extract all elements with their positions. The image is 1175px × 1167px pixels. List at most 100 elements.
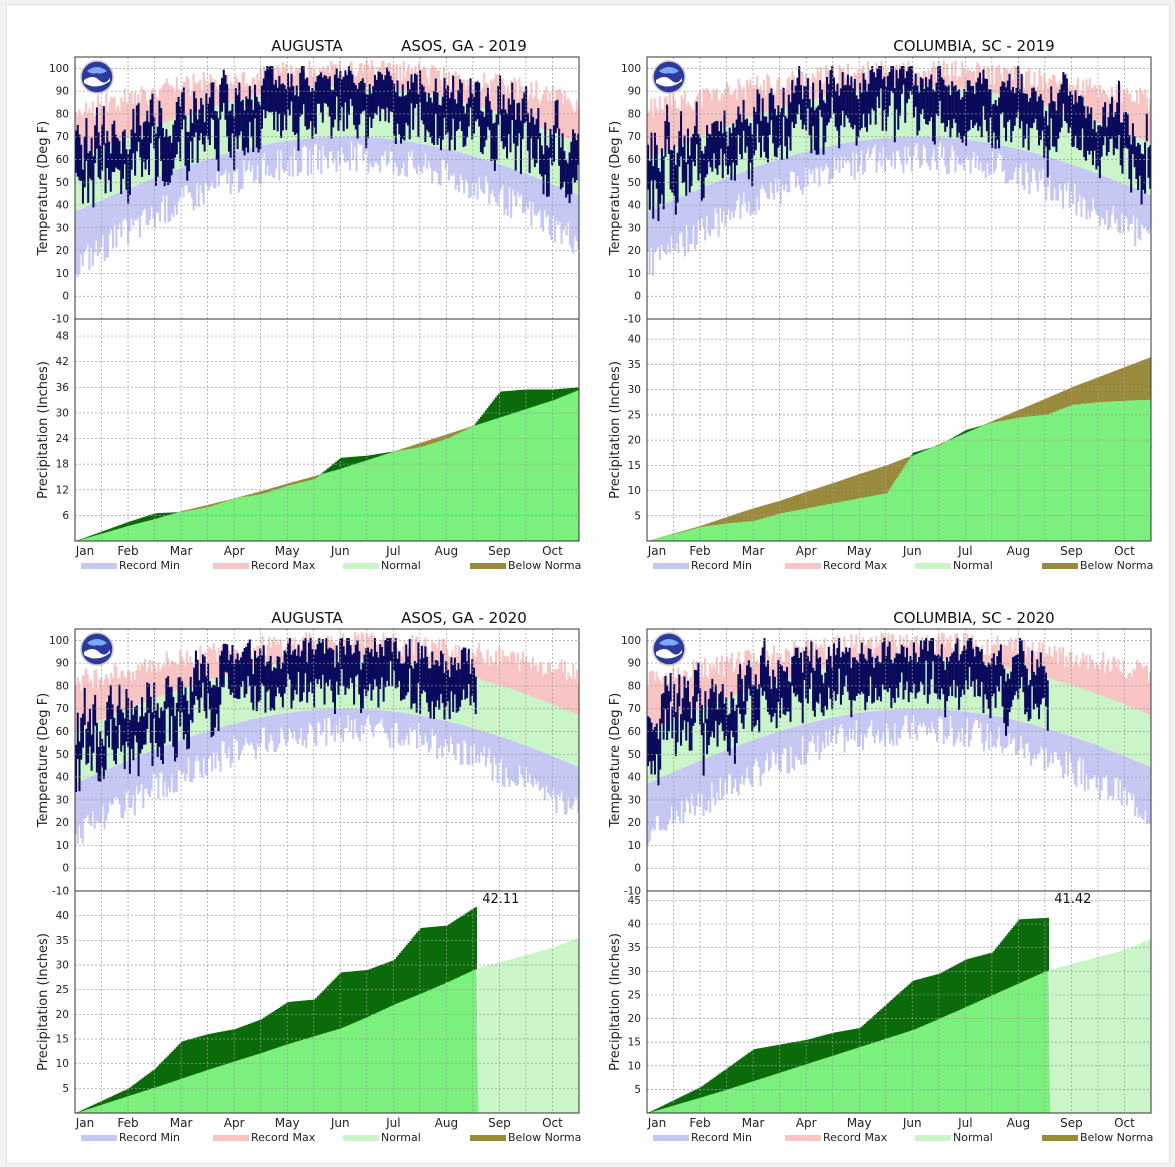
temp-tick-label: 80 (56, 108, 69, 120)
temp-tick-label: 10 (628, 268, 641, 280)
temp-axis-label: Temperature (Deg F) (36, 693, 51, 829)
month-tick-label: Aug (435, 1116, 458, 1130)
record-min-band (647, 708, 1152, 845)
temp-tick-label: 100 (49, 635, 69, 647)
month-tick-label: Apr (796, 1116, 817, 1130)
legend-below-normal-label: Below Norma (508, 1131, 581, 1144)
plot-frame (74, 628, 580, 1114)
month-tick-label: Aug (1007, 1116, 1030, 1130)
precip-tick-label: 30 (628, 966, 641, 978)
temp-tick-label: 90 (628, 658, 641, 670)
month-tick-label: Mar (742, 544, 765, 558)
chart-title: COLUMBIA, SC - 2020 (893, 609, 1054, 627)
future-normal-precip-area (478, 937, 579, 1113)
precip-tick-label: 15 (628, 460, 641, 472)
temp-tick-label: 50 (628, 177, 641, 189)
legend-record-min-label: Record Min (119, 559, 180, 572)
month-tick-label: Jul (385, 1116, 400, 1130)
precip-tick-label: 25 (628, 409, 641, 421)
temp-axis-label: Temperature (Deg F) (608, 693, 623, 829)
legend-below-normal-label: Below Norma (1080, 559, 1153, 572)
observed-temp-series (647, 638, 1049, 786)
normal-precip-area (647, 399, 1151, 541)
columbia-2020-chart: 1009080706050403020100-10510152025303540… (608, 609, 1153, 1144)
precip-tick-label: 24 (56, 433, 70, 445)
month-tick-label: Feb (689, 544, 710, 558)
precip-tick-label: 35 (56, 935, 69, 947)
legend-record-max-swatch (213, 1135, 249, 1141)
temp-tick-label: 60 (56, 726, 69, 738)
temp-tick-label: 80 (628, 680, 641, 692)
temp-tick-label: 20 (628, 817, 641, 829)
legend-normal-swatch (343, 563, 379, 569)
precip-tick-label: 35 (628, 942, 641, 954)
precip-tick-label: 18 (56, 459, 69, 471)
legend-normal-swatch (915, 1135, 951, 1141)
noaa-logo-icon (652, 632, 686, 666)
precip-tick-label: 12 (56, 484, 69, 496)
grid-lines (646, 629, 1151, 1113)
month-tick-label: May (275, 1116, 300, 1130)
month-tick-label: Sep (1060, 1116, 1083, 1130)
temp-tick-label: 70 (56, 131, 69, 143)
chart-grid: 100 90 80 70 60 50 40 30 20 10 0 -10 6 12 18 24 30 36 42 48… (6, 4, 1170, 1164)
legend-record-max-label: Record Max (823, 559, 888, 572)
above-normal-precip-area (75, 387, 580, 541)
temp-tick-label: 100 (49, 63, 69, 75)
month-tick-label: Mar (170, 544, 193, 558)
temp-tick-label: 0 (62, 863, 69, 875)
month-tick-label: Jul (957, 1116, 972, 1130)
precip-tick-label: 25 (56, 984, 69, 996)
precip-tick-label: 6 (62, 510, 69, 522)
normal-precip-area (75, 389, 579, 541)
temp-tick-label: 10 (56, 268, 69, 280)
noaa-logo-icon (80, 632, 114, 666)
month-tick-label: Oct (542, 544, 563, 558)
chart-title: COLUMBIA, SC - 2019 (893, 37, 1054, 55)
precip-tick-label: 5 (62, 1083, 69, 1095)
precip-axis-label: Precipitation (Inches) (608, 933, 623, 1071)
above-normal-precip-area (647, 917, 1050, 1113)
precip-tick-label: 10 (56, 1058, 69, 1070)
legend-record-min-swatch (81, 1135, 117, 1141)
month-tick-label: Mar (742, 1116, 765, 1130)
month-tick-label: Jul (385, 544, 400, 558)
temp-tick-label: 10 (628, 840, 641, 852)
month-tick-label: Apr (796, 544, 817, 558)
month-tick-label: Jul (957, 544, 972, 558)
temp-tick-label: 30 (56, 222, 69, 234)
month-tick-label: Sep (1060, 544, 1083, 558)
temp-tick-label: 40 (56, 200, 69, 212)
legend-record-max-swatch (213, 563, 249, 569)
month-tick-label: Sep (488, 544, 511, 558)
month-tick-label: May (847, 1116, 872, 1130)
precip-tick-label: 40 (56, 910, 69, 922)
precip-axis-label: Precipitation (Inches) (36, 933, 51, 1071)
temp-tick-label: 100 (621, 63, 641, 75)
temp-tick-label: 60 (628, 154, 641, 166)
legend-record-min-label: Record Min (691, 1131, 752, 1144)
precip-tick-label: 30 (56, 960, 69, 972)
precip-tick-label: 5 (634, 1084, 641, 1096)
legend-normal-label: Normal (953, 1131, 993, 1144)
legend-record-min-swatch (653, 1135, 689, 1141)
normal-precip-area (647, 970, 1051, 1113)
precip-tick-label: 10 (628, 1060, 641, 1072)
legend-below-normal-swatch (1042, 563, 1078, 569)
temp-tick-label: 90 (56, 658, 69, 670)
legend-normal-label: Normal (381, 559, 421, 572)
temp-tick-label: 80 (628, 108, 641, 120)
month-tick-label: Feb (689, 1116, 710, 1130)
temp-tick-label: 30 (628, 222, 641, 234)
month-tick-label: Apr (224, 1116, 245, 1130)
plot-frame (74, 56, 580, 542)
normal-precip-area (75, 968, 479, 1113)
station-title: AUGUSTA (271, 37, 343, 55)
month-tick-label: Sep (488, 1116, 511, 1130)
precip-tick-label: 45 (628, 895, 641, 907)
legend-below-normal-swatch (470, 563, 506, 569)
columbia-2019-chart: 1009080706050403020100-10510152025303540… (608, 37, 1153, 572)
temp-tick-label: 0 (634, 863, 641, 875)
temp-tick-label: 20 (56, 245, 69, 257)
temp-tick-label: 70 (56, 703, 69, 715)
